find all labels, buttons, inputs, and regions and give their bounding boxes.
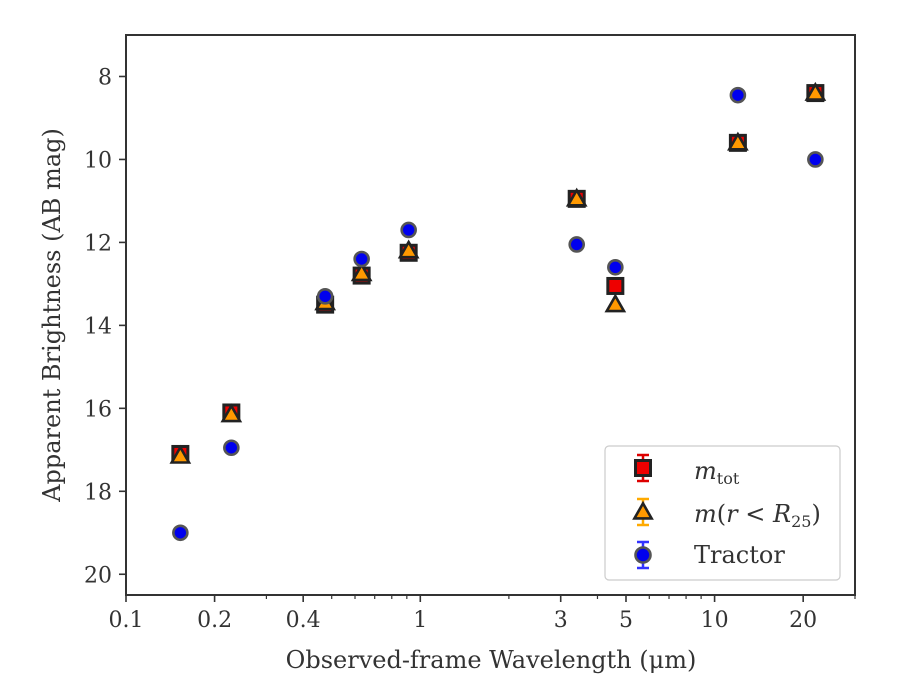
circle-marker xyxy=(400,221,417,239)
circle-marker xyxy=(353,250,370,268)
x-tick-label: 3 xyxy=(554,608,568,633)
legend-entry-tractor: Tractor xyxy=(694,541,785,569)
triangle-marker xyxy=(220,403,243,423)
legend-entry-m-r25: m(r < R25) xyxy=(694,500,821,531)
x-tick-label: 5 xyxy=(619,608,633,633)
y-tick-label: 18 xyxy=(84,480,112,505)
triangle-marker xyxy=(804,81,827,101)
legend-entry-mtot: mtot xyxy=(694,457,740,488)
legend-markers xyxy=(632,453,654,570)
triangle-marker xyxy=(565,187,588,207)
x-tick-label: 0.4 xyxy=(286,608,321,633)
legend: mtot m(r < R25) Tractor xyxy=(604,445,841,581)
y-tick-label: 14 xyxy=(84,314,112,339)
data-points xyxy=(169,81,827,542)
plot-frame xyxy=(125,34,856,596)
y-tick-label: 8 xyxy=(98,65,112,90)
y-tick-label: 10 xyxy=(84,148,112,173)
circle-marker xyxy=(634,546,652,564)
x-tick-label: 0.2 xyxy=(197,608,232,633)
circle-marker xyxy=(568,236,586,253)
triangle-marker xyxy=(727,131,749,151)
y-axis-label: Apparent Brightness (AB mag) xyxy=(38,128,66,503)
circle-marker xyxy=(316,288,334,305)
x-axis-ticks: 0.1 0.2 0.4 1 3 5 10 20 xyxy=(109,595,856,633)
legend-box xyxy=(604,445,841,581)
series-tractor xyxy=(172,86,824,542)
square-marker xyxy=(606,276,625,295)
circle-marker xyxy=(607,258,624,276)
x-tick-label: 10 xyxy=(701,608,729,633)
triangle-marker xyxy=(604,293,627,313)
y-tick-label: 20 xyxy=(84,563,112,588)
circle-marker xyxy=(729,86,747,104)
x-tick-label: 20 xyxy=(789,608,817,633)
circle-marker xyxy=(807,151,824,168)
plot-border xyxy=(125,34,856,596)
triangle-marker xyxy=(350,262,373,282)
triangle-marker xyxy=(397,239,420,259)
y-axis-ticks: 8 10 12 14 16 18 20 xyxy=(84,65,126,588)
y-tick-label: 12 xyxy=(84,231,112,256)
x-axis-label: Observed-frame Wavelength (μm) xyxy=(286,646,697,674)
circle-marker xyxy=(172,524,189,542)
square-marker xyxy=(634,459,652,477)
y-tick-label: 16 xyxy=(84,397,112,422)
triangle-marker xyxy=(632,500,654,520)
x-tick-label: 0.1 xyxy=(109,608,144,633)
circle-marker xyxy=(223,439,240,457)
triangle-marker xyxy=(169,444,192,464)
x-tick-label: 1 xyxy=(413,608,427,633)
